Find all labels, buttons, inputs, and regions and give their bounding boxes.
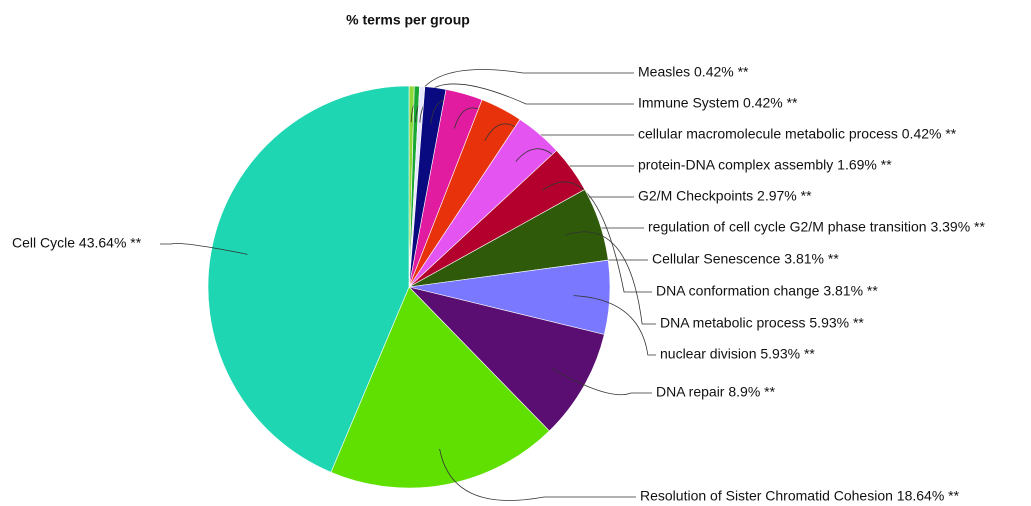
chart-title: % terms per group: [346, 12, 470, 28]
pie-slice: [408, 286, 605, 432]
slice-label: G2/M Checkpoints 2.97% **: [638, 188, 812, 204]
slice-label: regulation of cell cycle G2/M phase tran…: [648, 219, 986, 235]
slice-label: DNA metabolic process 5.93% **: [660, 315, 864, 331]
slice-label: Cellular Senescence 3.81% **: [652, 251, 839, 267]
leader-line: [542, 181, 652, 293]
leader-line: [551, 368, 652, 396]
leader-line: [160, 243, 248, 255]
leader-line: [439, 448, 636, 501]
pie-slice: [207, 85, 410, 473]
leader-line: [410, 69, 634, 123]
slice-label: cellular macromolecule metabolic process…: [638, 126, 957, 142]
slice-label: DNA repair 8.9% **: [656, 384, 776, 400]
slice-label: Cell Cycle 43.64% **: [12, 235, 142, 251]
slice-label: nuclear division 5.93% **: [660, 346, 815, 362]
slice-label: Measles 0.42% **: [638, 64, 749, 80]
leader-line: [565, 231, 656, 325]
slice-label: DNA conformation change 3.81% **: [656, 283, 878, 299]
pie-slice: [330, 286, 550, 489]
leader-line: [415, 83, 634, 123]
leader-line: [573, 295, 656, 356]
slice-label: Immune System 0.42% **: [638, 95, 798, 111]
slice-label: protein-DNA complex assembly 1.69% **: [638, 157, 892, 173]
slice-label: Resolution of Sister Chromatid Cohesion …: [640, 488, 960, 504]
